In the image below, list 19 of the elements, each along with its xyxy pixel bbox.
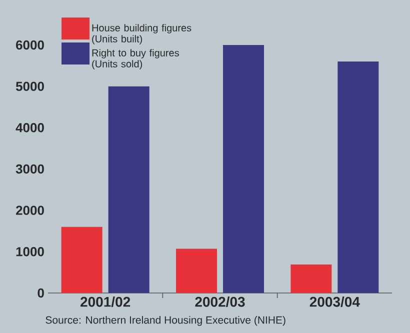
- y-tick-label: 0: [38, 288, 44, 298]
- y-tick-label: 2000: [16, 206, 44, 215]
- legend-label: House building figures (Units built): [92, 24, 192, 44]
- y-tick-label: 1000: [16, 247, 44, 256]
- y-tick-label: 5000: [16, 82, 44, 91]
- bar: [223, 45, 264, 293]
- bar: [290, 264, 332, 293]
- bar: [176, 248, 217, 293]
- bar: [108, 86, 150, 293]
- legend-label: Right to buy figures (Units sold): [92, 49, 179, 70]
- y-tick-label: 3000: [16, 164, 44, 174]
- bar: [61, 226, 102, 293]
- x-tick-label: 2001/02: [80, 296, 130, 307]
- y-tick-label: 6000: [16, 40, 44, 50]
- bar: [338, 62, 379, 293]
- y-tick-label: 4000: [16, 123, 44, 132]
- source-note: Source: Northern Ireland Housing Executive (NIHE): [46, 316, 286, 326]
- x-tick-label: 2003/04: [310, 296, 360, 307]
- x-tick-label: 2002/03: [195, 296, 245, 307]
